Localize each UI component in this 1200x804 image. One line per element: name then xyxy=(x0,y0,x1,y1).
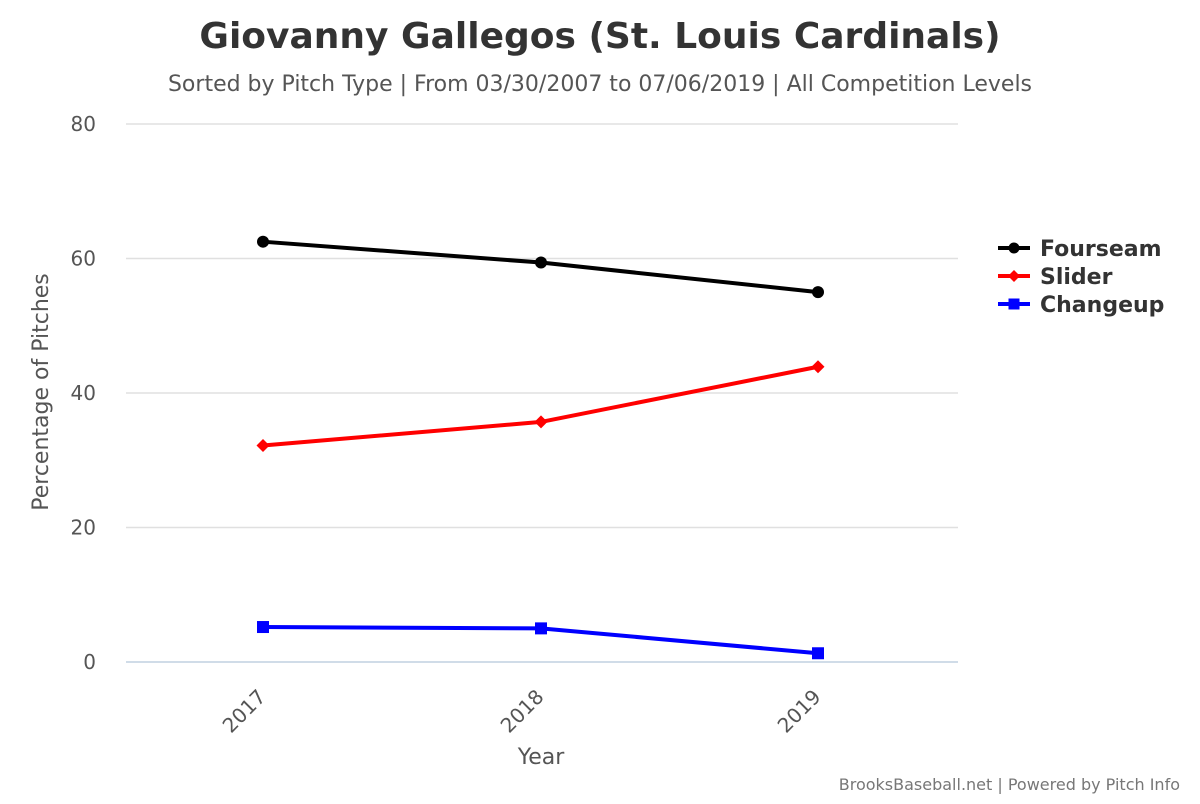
chart-title: Giovanny Gallegos (St. Louis Cardinals) xyxy=(199,16,1000,57)
x-axis-label: Year xyxy=(517,745,566,770)
legend-label-slider: Slider xyxy=(1040,265,1113,290)
data-point-fourseam[interactable] xyxy=(812,286,824,299)
data-point-fourseam[interactable] xyxy=(257,235,269,248)
x-tick-label: 2019 xyxy=(773,685,826,738)
legend-marker-slider xyxy=(1008,270,1020,282)
legend-label-changeup: Changeup xyxy=(1040,293,1164,318)
y-axis-label: Percentage of Pitches xyxy=(29,273,54,511)
series-line-slider xyxy=(261,364,820,448)
data-point-changeup[interactable] xyxy=(812,647,824,660)
legend-item-changeup[interactable]: Changeup xyxy=(998,293,1164,318)
grid-layer xyxy=(126,123,958,663)
y-tick-label: 80 xyxy=(71,112,96,136)
series-fourseam xyxy=(257,235,824,299)
y-tick-label: 60 xyxy=(71,247,96,271)
y-axis-ticks: 0 20 40 60 80 xyxy=(71,112,96,674)
data-point-changeup[interactable] xyxy=(535,622,547,635)
series-slider xyxy=(256,360,825,452)
legend[interactable]: Fourseam Slider Changeup xyxy=(998,237,1164,318)
legend-item-fourseam[interactable]: Fourseam xyxy=(998,237,1162,262)
legend-marker-changeup xyxy=(1008,298,1020,310)
legend-item-slider[interactable]: Slider xyxy=(998,265,1113,290)
y-tick-label: 0 xyxy=(83,650,96,674)
x-axis-ticks: 2017 2018 2019 xyxy=(218,685,826,738)
data-point-changeup[interactable] xyxy=(257,621,269,634)
data-point-slider[interactable] xyxy=(811,360,825,374)
y-tick-label: 20 xyxy=(71,516,96,540)
legend-marker-fourseam xyxy=(1008,242,1020,254)
data-point-slider[interactable] xyxy=(256,438,270,452)
legend-label-fourseam: Fourseam xyxy=(1040,237,1162,262)
credits-text[interactable]: BrooksBaseball.net | Powered by Pitch In… xyxy=(839,775,1180,794)
chart-subtitle: Sorted by Pitch Type | From 03/30/2007 t… xyxy=(168,72,1032,97)
data-point-fourseam[interactable] xyxy=(535,256,547,269)
series-layer xyxy=(256,235,825,660)
y-tick-label: 40 xyxy=(71,381,96,405)
data-point-slider[interactable] xyxy=(534,415,548,429)
series-changeup xyxy=(257,621,824,660)
x-tick-label: 2018 xyxy=(496,685,549,738)
x-tick-label: 2017 xyxy=(218,685,271,738)
